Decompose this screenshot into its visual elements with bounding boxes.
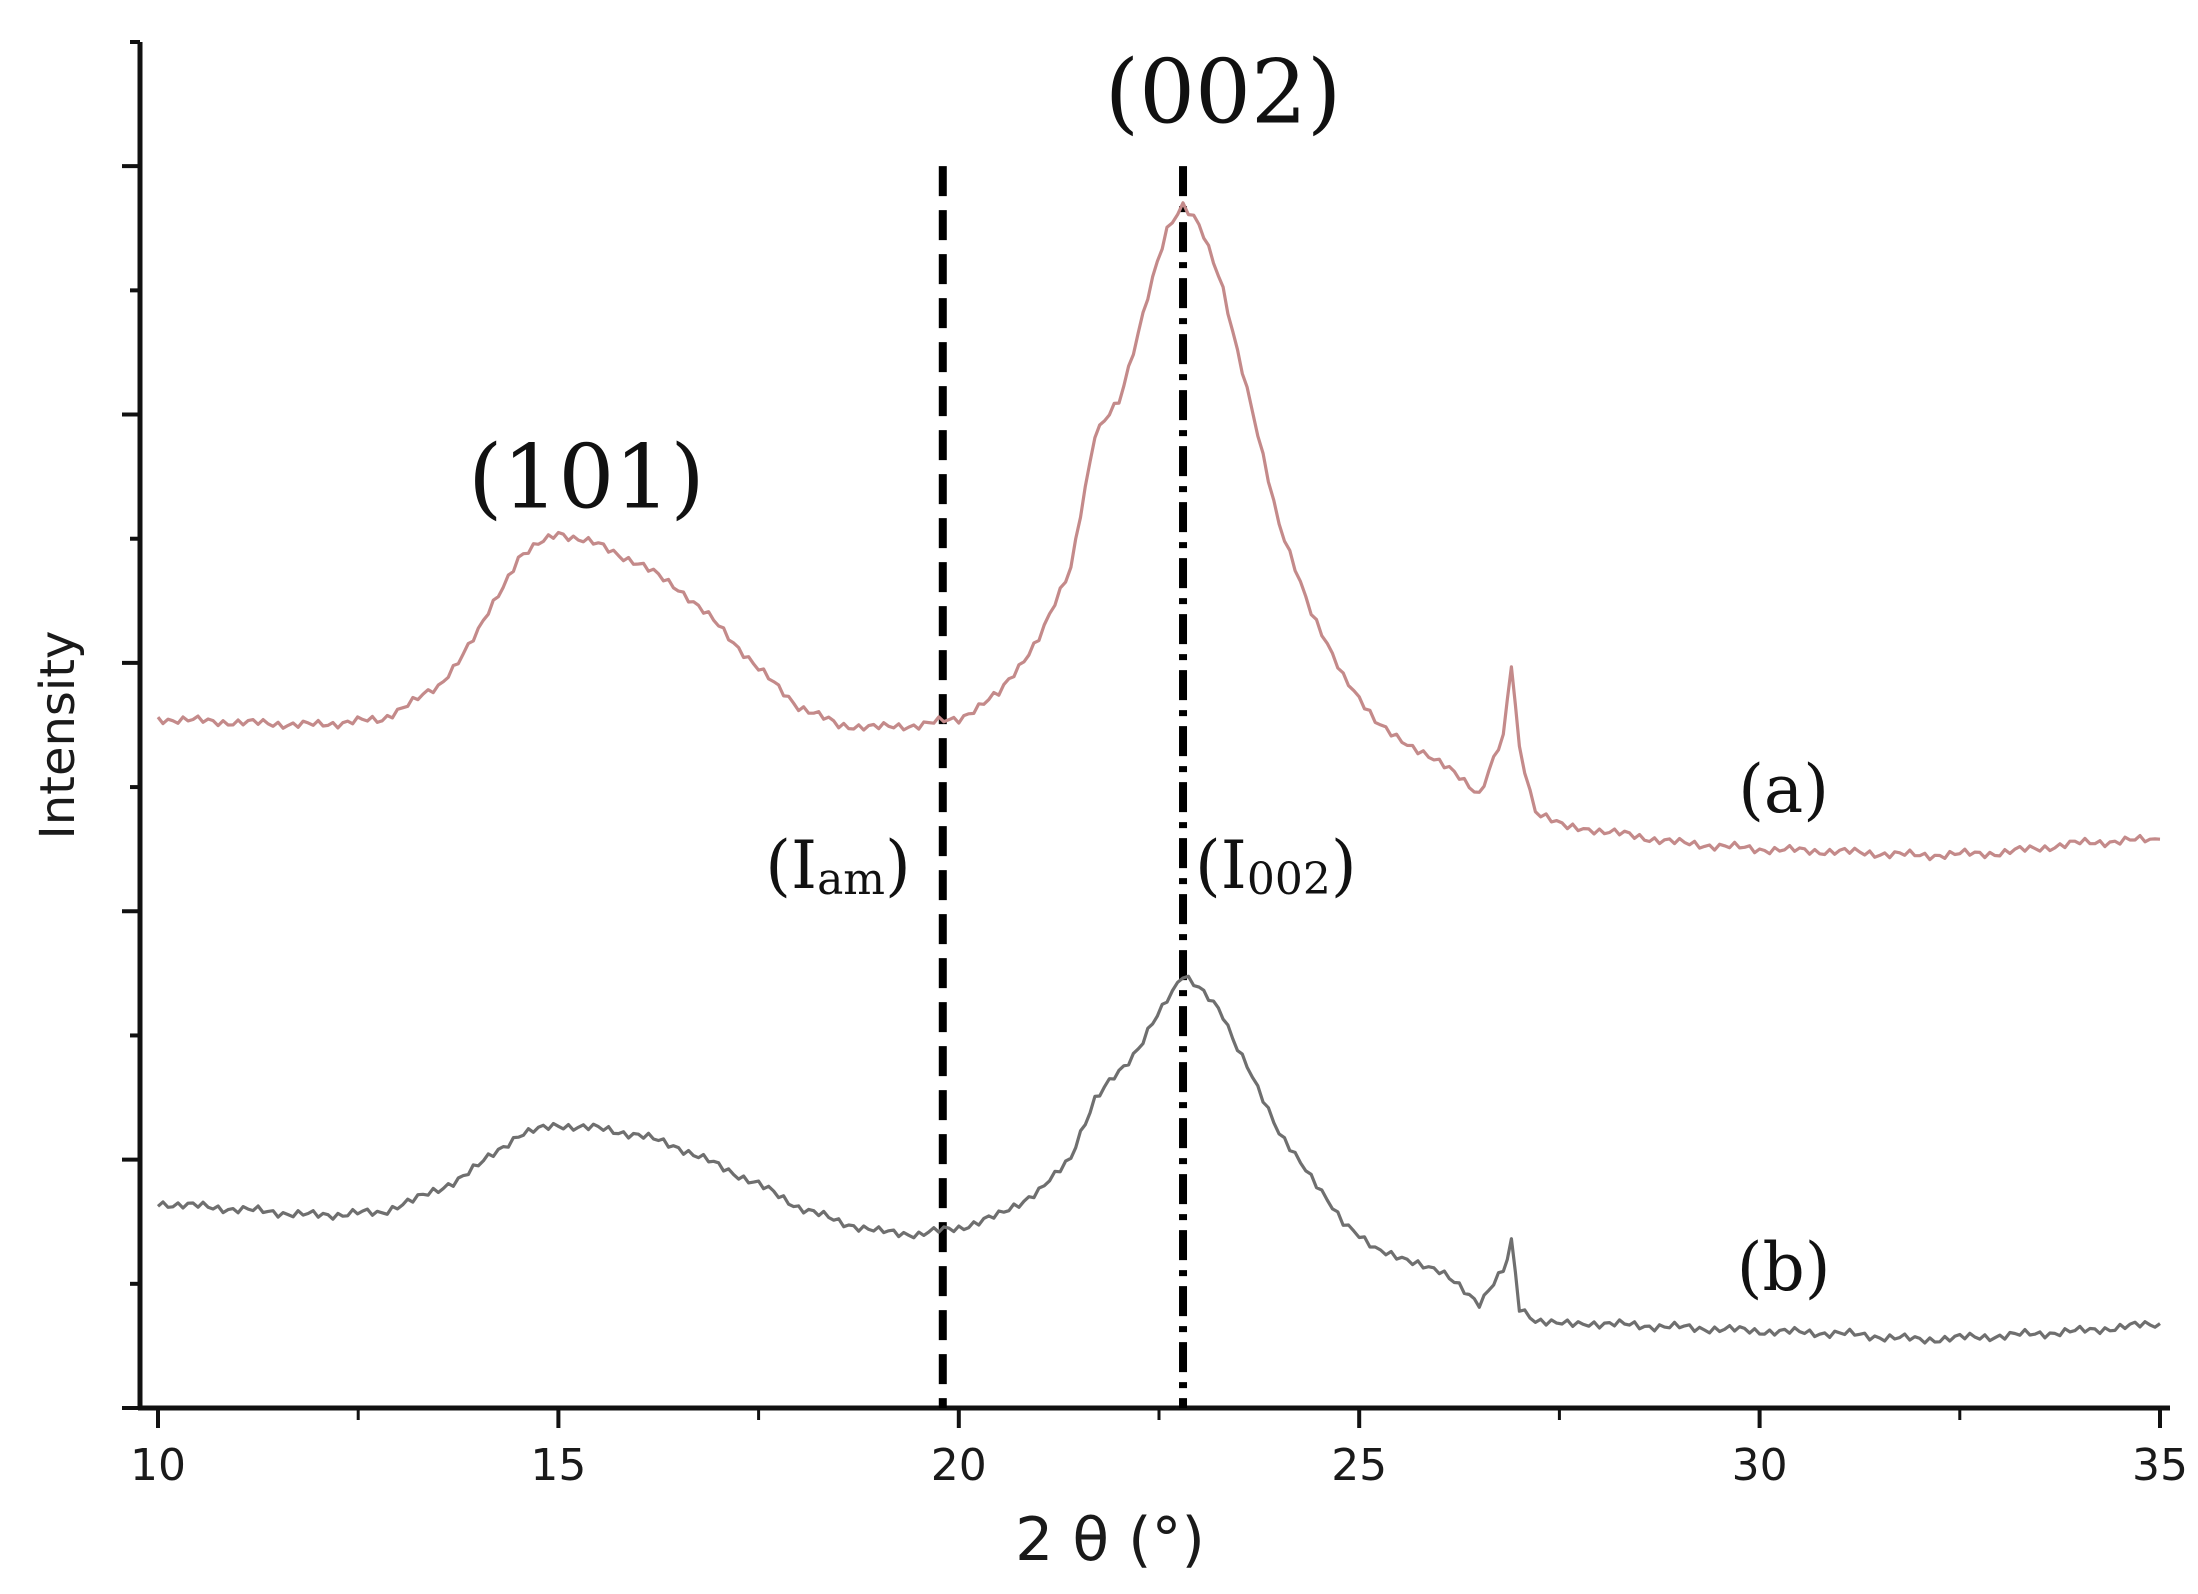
series-line-a <box>156 201 2161 862</box>
y-axis-title: Intensity <box>30 631 86 840</box>
x-tick-label: 20 <box>931 1440 987 1491</box>
label-i-002: (I002) <box>1195 827 1357 905</box>
y-ticks <box>122 40 140 1410</box>
annotation-b: (b) <box>1737 1229 1831 1306</box>
annotation-a: (a) <box>1738 751 1829 828</box>
x-tick-label: 35 <box>2132 1440 2188 1491</box>
x-tick-label: 25 <box>1331 1440 1387 1491</box>
x-ticks: 10 15 20 25 30 35 <box>130 1408 2188 1491</box>
x-tick-label: 30 <box>1732 1440 1788 1491</box>
series-line-b <box>156 974 2161 1345</box>
annotation-002: (002) <box>1105 41 1342 144</box>
series-group <box>156 201 2161 1345</box>
annotation-101: (101) <box>468 426 705 529</box>
x-tick-label: 15 <box>530 1440 586 1491</box>
annotations: (101) (002) (a) (b) <box>468 41 1830 1306</box>
label-i-am: (Iam) <box>765 827 911 905</box>
x-tick-label: 10 <box>130 1440 186 1491</box>
x-axis-title: 2 θ (°) <box>1015 1505 1205 1575</box>
axes <box>137 42 2170 1411</box>
reference-lines: (Iam) (I002) <box>765 166 1357 1408</box>
